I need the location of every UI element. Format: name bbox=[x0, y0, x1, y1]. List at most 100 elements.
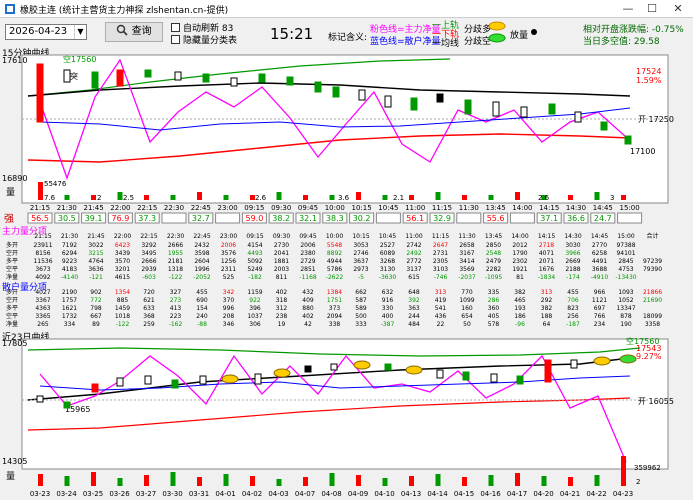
strength-cell bbox=[241, 212, 267, 224]
close-button[interactable]: ✕ bbox=[673, 2, 683, 15]
bottom-volume-bar bbox=[276, 479, 282, 486]
date-label: 03-30 bbox=[162, 490, 182, 498]
checkbox-icon[interactable] bbox=[171, 23, 180, 32]
legend-mid: 一均线 bbox=[432, 39, 460, 49]
table-cell: 1384 bbox=[326, 289, 343, 296]
minimize-button[interactable]: — bbox=[622, 2, 634, 15]
table-header-cell: 21:15 bbox=[34, 233, 52, 240]
strength-time: 11:15 bbox=[432, 204, 452, 212]
table-cell: 3495 bbox=[141, 250, 157, 257]
hide-volume-label: 隐藏量分类表 bbox=[183, 36, 238, 46]
query-button[interactable]: 查询 bbox=[105, 22, 163, 42]
bottom-upper-band bbox=[27, 347, 641, 357]
table-cell: 878 bbox=[620, 313, 632, 320]
table-cell: 3268 bbox=[379, 258, 396, 265]
top-volume-bar bbox=[621, 195, 626, 200]
top-volume-value: 3 bbox=[610, 194, 614, 202]
top-volume-bar bbox=[38, 182, 43, 200]
hide-volume-checkbox[interactable]: 隐藏量分类表 bbox=[171, 33, 261, 46]
table-cell: 2479 bbox=[485, 258, 502, 265]
table-cell: 3570 bbox=[114, 258, 131, 265]
table-cell: 706 bbox=[567, 297, 579, 304]
table-cell: 2746 bbox=[353, 250, 369, 257]
table-cell: 1037 bbox=[247, 313, 263, 320]
row-label: 净量 bbox=[6, 274, 19, 281]
top-volume-bar bbox=[250, 195, 255, 200]
table-cell: 2282 bbox=[485, 266, 502, 273]
bottom-volume-bar bbox=[409, 476, 414, 486]
strength-time: 09:45 bbox=[298, 204, 318, 212]
table-cell: -1095 bbox=[484, 274, 503, 281]
date-picker[interactable]: 2026-04-23 ▼ bbox=[5, 24, 87, 40]
bottom-candle bbox=[116, 377, 124, 387]
table-header-cell: 10:45 bbox=[378, 233, 397, 240]
table-cell: 1751 bbox=[326, 297, 343, 304]
table-cell: 1018 bbox=[114, 313, 131, 320]
table-cell: 3673 bbox=[35, 266, 51, 273]
table-cell: 208 bbox=[222, 313, 235, 320]
table-cell: 5092 bbox=[247, 258, 263, 265]
table-cell: 2666 bbox=[167, 242, 184, 249]
strength-cell bbox=[375, 212, 401, 224]
table-cell: 382 bbox=[514, 289, 526, 296]
table-cell: 541 bbox=[434, 305, 447, 312]
top-candle bbox=[91, 71, 99, 89]
top-vol-label: 量 bbox=[6, 187, 15, 198]
strength-cell bbox=[617, 212, 643, 224]
table-cell: 2190 bbox=[61, 289, 78, 296]
table-cell: 589 bbox=[355, 305, 367, 312]
table-cell: 402 bbox=[302, 313, 314, 320]
table-cell: 2432 bbox=[194, 242, 210, 249]
table-cell: 265 bbox=[37, 321, 49, 328]
table-cell: 2604 bbox=[194, 258, 210, 265]
table-cell: 697 bbox=[593, 305, 606, 312]
table-cell: 798 bbox=[90, 305, 102, 312]
bottom-lines bbox=[22, 347, 668, 463]
table-header-cell: 09:30 bbox=[272, 233, 291, 240]
table-cell: 259 bbox=[143, 321, 155, 328]
strength-value: 59.0 bbox=[245, 214, 263, 223]
table-cell: 94101 bbox=[616, 250, 636, 257]
table-cell: 1354 bbox=[114, 289, 131, 296]
sanhu-header: 散户量分项 bbox=[2, 283, 48, 293]
maximize-button[interactable]: ☐ bbox=[647, 2, 657, 15]
checkbox-icon[interactable] bbox=[171, 35, 180, 44]
table-cell: 3636 bbox=[88, 266, 104, 273]
table-cell: 2041 bbox=[273, 250, 290, 257]
top-volume-bar bbox=[568, 195, 573, 200]
table-cell: 2770 bbox=[591, 242, 608, 249]
duokong-label: 当日多空值: 29.58 bbox=[583, 37, 660, 47]
bottom-candle bbox=[570, 359, 578, 369]
table-cell: 2669 bbox=[565, 258, 581, 265]
strength-cell bbox=[134, 212, 160, 224]
table-cell: 2311 bbox=[220, 266, 237, 273]
strength-label: 强 bbox=[4, 213, 14, 224]
table-cell: 23911 bbox=[33, 242, 53, 249]
strength-time: 11:00 bbox=[405, 204, 425, 212]
strength-value: 38.2 bbox=[272, 214, 290, 223]
legend-kong: 分歧空 bbox=[464, 37, 492, 47]
auto-refresh-checkbox[interactable]: 自动刷新 83 bbox=[171, 21, 261, 34]
date-label: 03-24 bbox=[56, 490, 77, 498]
app-icon bbox=[5, 4, 15, 14]
top-volume-bar bbox=[435, 192, 441, 200]
table-cell: 4491 bbox=[591, 258, 608, 265]
table-cell: 1093 bbox=[618, 289, 634, 296]
table-cell: 11536 bbox=[33, 258, 53, 265]
table-cell: 436 bbox=[434, 313, 447, 320]
top-candle bbox=[574, 111, 582, 123]
chevron-down-icon[interactable]: ▼ bbox=[74, 25, 86, 39]
bottom-candle bbox=[516, 375, 524, 385]
table-cell: 6423 bbox=[114, 242, 131, 249]
bottom-ellipse-marker bbox=[353, 360, 371, 370]
table-cell: 578 bbox=[487, 321, 500, 328]
table-cell: 3365 bbox=[35, 313, 51, 320]
date-label: 04-01 bbox=[215, 490, 235, 498]
table-cell: 2718 bbox=[538, 242, 555, 249]
strength-cell bbox=[563, 212, 589, 224]
table-cell: 2305 bbox=[432, 258, 449, 265]
table-cell: 902 bbox=[90, 289, 102, 296]
table-header-cell: 11:00 bbox=[405, 233, 423, 240]
table-cell: 3292 bbox=[141, 242, 157, 249]
top-chart: 17610 16890 空17560 突 17524 1.59% 开 17250… bbox=[2, 54, 674, 204]
